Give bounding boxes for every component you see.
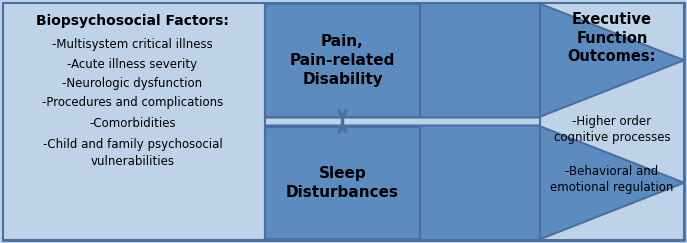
FancyBboxPatch shape (265, 4, 420, 116)
Text: -Higher order
cognitive processes: -Higher order cognitive processes (554, 115, 671, 144)
Text: -Behavioral and
emotional regulation: -Behavioral and emotional regulation (550, 165, 674, 194)
Text: vulnerabilities: vulnerabilities (91, 155, 174, 168)
FancyBboxPatch shape (3, 3, 684, 240)
Text: Pain,
Pain-related
Disability: Pain, Pain-related Disability (290, 34, 395, 87)
FancyBboxPatch shape (540, 3, 684, 240)
Text: -Acute illness severity: -Acute illness severity (67, 58, 198, 71)
Text: Executive
Function
Outcomes:: Executive Function Outcomes: (567, 12, 656, 64)
Polygon shape (265, 3, 684, 118)
Text: -Child and family psychosocial: -Child and family psychosocial (43, 138, 223, 151)
Text: Sleep
Disturbances: Sleep Disturbances (286, 166, 399, 200)
Text: Biopsychosocial Factors:: Biopsychosocial Factors: (36, 14, 229, 28)
Text: -Procedures and complications: -Procedures and complications (42, 96, 223, 109)
Text: -Neurologic dysfunction: -Neurologic dysfunction (63, 77, 203, 90)
Text: -Comorbidities: -Comorbidities (89, 117, 176, 130)
FancyBboxPatch shape (265, 127, 420, 239)
Polygon shape (265, 125, 684, 240)
FancyBboxPatch shape (3, 3, 265, 240)
Text: -Multisystem critical illness: -Multisystem critical illness (52, 38, 213, 51)
